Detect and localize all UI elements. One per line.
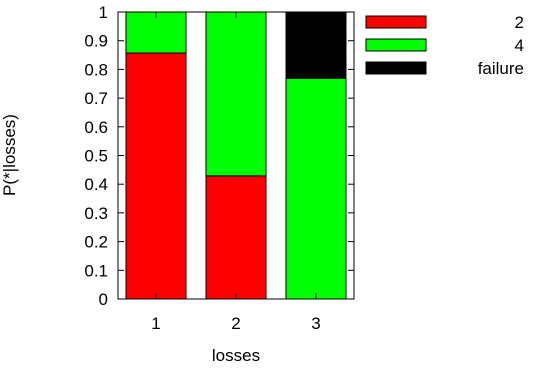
bar-segment-1-2: [125, 11, 187, 54]
legend-label-1: 2: [515, 13, 524, 32]
y-tick-label: 0: [99, 290, 108, 309]
x-axis-ticks: 1 2 3: [151, 12, 321, 333]
legend-label-2: 4: [515, 36, 524, 55]
x-tick-label: 2: [231, 314, 240, 333]
y-tick-label: 0.8: [84, 60, 108, 79]
y-tick-label: 0.4: [84, 175, 108, 194]
legend: 2 4 failure: [365, 13, 524, 78]
y-axis-ticks: 0 0.1 0.2 0.3 0.4 0.5 0.6 0.7 0.8 0.9 1: [84, 3, 354, 309]
legend-swatch-3: [365, 61, 427, 75]
y-tick-label: 0.1: [84, 261, 108, 280]
bar-segment-2-2: [205, 11, 267, 177]
y-tick-label: 0.2: [84, 233, 108, 252]
y-tick-label: 0.3: [84, 204, 108, 223]
bar-segment-2-1: [205, 175, 267, 300]
plot-area: 0 0.1 0.2 0.3 0.4 0.5 0.6 0.7 0.8 0.9 1 1 2 3: [84, 3, 355, 333]
x-tick-label: 3: [311, 314, 320, 333]
y-tick-label: 0.6: [84, 118, 108, 137]
x-tick-label: 1: [151, 314, 160, 333]
bar-segment-1-1: [125, 52, 187, 300]
bar-segment-3-3: [285, 11, 347, 79]
bars-group: [125, 11, 347, 300]
bar-segment-3-2: [285, 77, 347, 300]
y-tick-label: 0.7: [84, 89, 108, 108]
y-tick-label: 1: [99, 3, 108, 22]
legend-label-3: failure: [478, 59, 524, 78]
x-axis-title: losses: [212, 346, 260, 365]
y-tick-label: 0.5: [84, 147, 108, 166]
y-tick-label: 0.9: [84, 32, 108, 51]
y-axis-title: P(*|losses): [0, 114, 19, 196]
legend-swatch-2: [365, 38, 427, 52]
legend-swatch-1: [365, 15, 427, 29]
